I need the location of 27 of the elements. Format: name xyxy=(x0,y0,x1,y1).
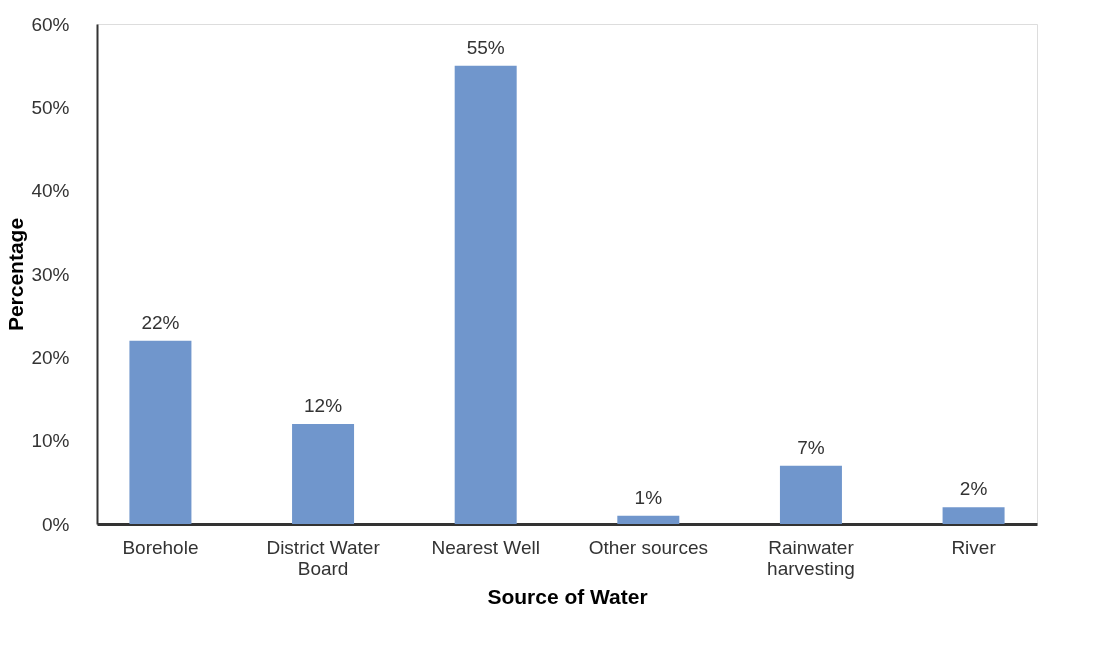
y-tick-label: 50% xyxy=(31,96,70,118)
x-tick-label: District Water Board xyxy=(266,536,381,579)
x-axis-title: Source of Water xyxy=(487,584,648,608)
data-label: 7% xyxy=(797,436,825,458)
x-tick-label: Rainwater harvesting xyxy=(767,536,855,579)
data-label: 22% xyxy=(141,311,180,333)
y-tick-label: 0% xyxy=(42,513,70,535)
bar xyxy=(617,515,680,524)
y-tick-label: 40% xyxy=(31,180,70,202)
bar xyxy=(454,65,517,524)
data-label: 55% xyxy=(466,36,505,58)
bar xyxy=(292,424,355,524)
data-label: 12% xyxy=(304,395,343,416)
data-label: 2% xyxy=(959,478,988,500)
x-tick-label: Borehole xyxy=(122,536,199,558)
y-tick-label: 60% xyxy=(31,13,70,35)
bar xyxy=(129,340,192,524)
x-tick-label: Other sources xyxy=(588,536,708,558)
y-axis-title: Percentage xyxy=(4,217,28,332)
y-tick-label: 20% xyxy=(31,346,70,368)
x-tick-label: River xyxy=(951,536,997,558)
y-tick-label: 30% xyxy=(31,263,70,285)
y-tick-label: 10% xyxy=(31,430,70,452)
data-label: 1% xyxy=(634,486,663,508)
x-tick-label: Nearest Well xyxy=(431,536,540,558)
bar xyxy=(942,507,1005,524)
bar xyxy=(779,465,842,524)
